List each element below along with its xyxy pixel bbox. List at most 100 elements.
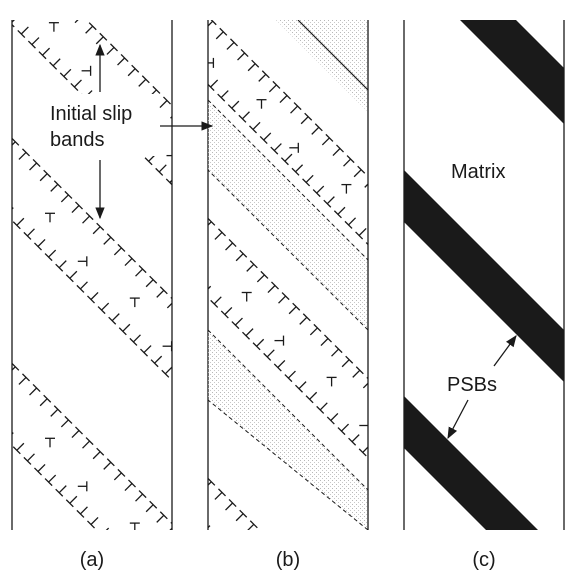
dislocation-symbol <box>316 402 328 414</box>
dislocation-symbol <box>238 111 250 123</box>
dislocation-symbol <box>103 233 115 245</box>
dislocation-symbol <box>0 310 1 324</box>
dislocation-symbol <box>227 100 240 113</box>
psbs-label-backdrop <box>442 368 514 398</box>
dislocation-symbol <box>188 129 202 143</box>
dislocation-symbol <box>52 330 66 344</box>
dislocation-symbol <box>18 148 30 160</box>
dislocation-symbol <box>246 260 258 272</box>
dislocation-symbol <box>135 265 147 277</box>
dislocation-symbol <box>208 477 216 490</box>
dislocation-symbol <box>63 340 77 354</box>
dislocation-symbol <box>177 182 191 196</box>
dislocation-symbol <box>0 293 2 302</box>
dislocation-symbol <box>208 79 219 91</box>
dislocation-symbol <box>208 57 215 68</box>
dislocation-symbol <box>95 32 108 45</box>
dislocation-symbol <box>179 197 193 211</box>
dislocation-symbol <box>87 516 99 529</box>
dislocation-symbol <box>273 359 286 372</box>
dislocation-symbol <box>158 436 172 450</box>
dislocation-symbol <box>97 302 110 315</box>
dislocation-symbol <box>165 174 172 187</box>
dislocation-symbol <box>92 222 105 235</box>
dislocation-symbol <box>0 418 6 432</box>
panel-a <box>0 20 393 579</box>
dislocation-symbol <box>235 249 248 262</box>
caption-a: (a) <box>80 549 104 571</box>
dislocation-symbol <box>174 308 188 322</box>
dislocation-symbol <box>0 353 8 367</box>
dislocation-symbol <box>135 490 147 502</box>
dislocation-symbol <box>9 92 23 106</box>
dislocation-symbol <box>0 17 13 31</box>
dislocation-symbol <box>162 341 172 352</box>
annotations: Initial slip bands Matrix PSBs <box>44 43 525 440</box>
dislocation-symbol <box>39 169 52 182</box>
dislocation-symbol <box>119 546 133 560</box>
dislocation-symbol <box>291 164 304 176</box>
dislocation-symbol <box>440 310 454 324</box>
dislocation-symbol <box>156 511 168 523</box>
dislocation-symbol <box>106 43 118 55</box>
dislocation-symbol <box>236 437 250 451</box>
dislocation-symbol <box>0 128 8 142</box>
dislocation-symbol <box>344 217 357 229</box>
dislocation-symbol <box>263 349 275 361</box>
dislocation-symbol <box>104 427 118 441</box>
dashed-band-b-2 <box>208 329 368 530</box>
dislocation-symbol <box>254 531 268 545</box>
dislocation-symbol <box>0 397 2 407</box>
dislocation-symbol <box>126 404 140 418</box>
dislocation-symbol <box>65 495 78 508</box>
dislocation-symbol <box>12 207 14 216</box>
dislocation-symbol <box>60 415 73 428</box>
dislocation-symbol <box>34 238 46 251</box>
dislocation-symbol <box>55 485 67 497</box>
arrow-to-psb-middle <box>493 335 517 367</box>
dislocation-symbol <box>252 338 265 351</box>
dislocation-symbol <box>225 499 237 511</box>
dislocation-symbol <box>30 352 44 366</box>
dislocation-symbol <box>217 575 231 579</box>
dislocation-symbol <box>129 334 141 346</box>
dislocation-symbol <box>379 320 393 334</box>
dislocation-symbol <box>352 366 364 378</box>
dislocation-symbol <box>235 509 248 522</box>
dislocation-symbol <box>93 416 107 430</box>
dislocation-symbol <box>341 355 354 368</box>
dislocation-symbol <box>105 383 119 397</box>
dislocation-symbol <box>217 90 229 102</box>
dislocation-symbol <box>71 201 83 214</box>
dislocation-symbol <box>433 516 447 530</box>
dislocation-symbol <box>12 432 14 441</box>
dislocation-symbol <box>172 15 182 24</box>
dislocation-symbol <box>59 68 72 81</box>
dislocation-symbol <box>113 468 126 481</box>
dislocation-symbol <box>38 47 51 60</box>
dislocation-symbol <box>115 198 129 212</box>
dislocation-symbol <box>249 121 261 134</box>
dislocation-symbol <box>370 388 384 402</box>
dislocation-symbol <box>109 535 123 549</box>
dislocation-symbol <box>190 468 204 482</box>
dislocation-symbol <box>113 243 126 256</box>
dashed-band-b-1 <box>208 99 368 331</box>
dislocation-symbol <box>300 112 313 125</box>
dislocation-symbol <box>127 64 140 77</box>
dislocation-symbol <box>247 548 257 557</box>
dislocation-symbol <box>185 319 199 333</box>
dislocation-symbol <box>215 27 228 40</box>
dislocation-symbol <box>140 567 154 579</box>
dislocation-symbol <box>31 309 45 323</box>
panel-b <box>0 15 454 557</box>
dislocation-symbol <box>289 142 299 153</box>
dislocation-symbol <box>65 270 78 283</box>
dislocation-symbol <box>105 187 119 201</box>
dislocation-symbol <box>60 190 73 203</box>
dislocation-symbol <box>198 204 212 218</box>
dislocation-symbol <box>274 335 285 346</box>
dislocation-symbol <box>278 480 292 494</box>
dislocation-symbol <box>321 133 334 146</box>
dislocation-symbol <box>108 313 120 325</box>
